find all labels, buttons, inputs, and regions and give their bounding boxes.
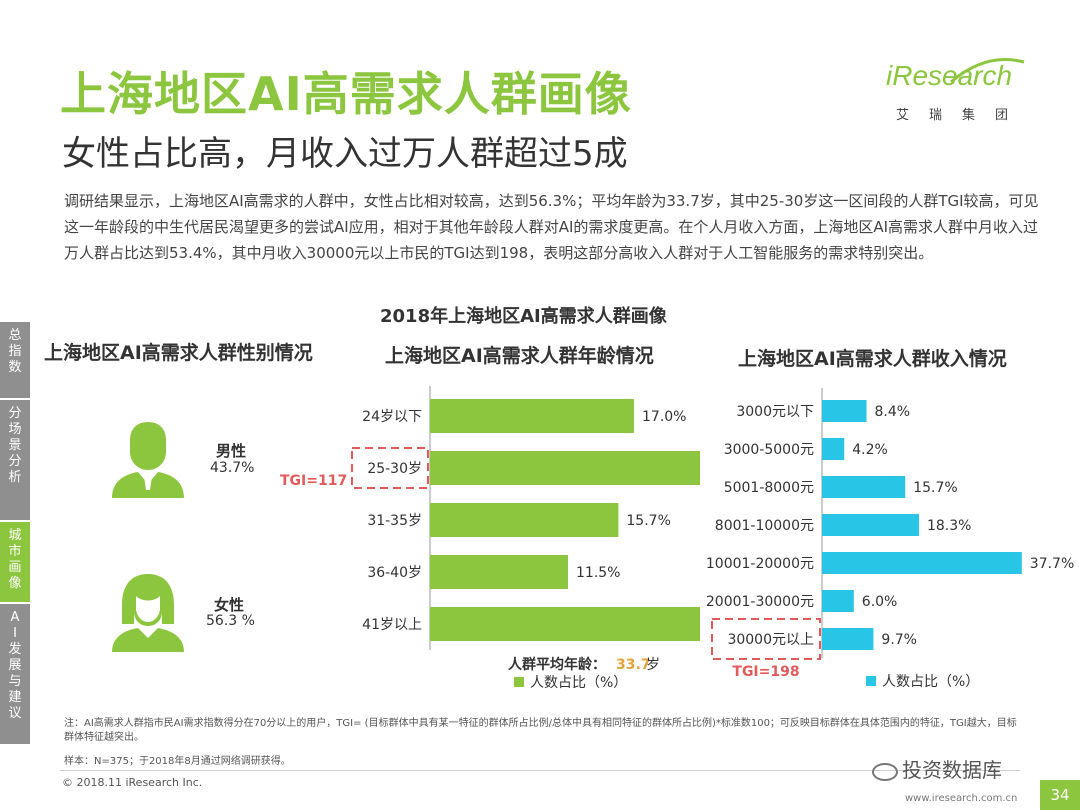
category-label: 3000元以下 [736,404,814,420]
value-label: 15.7% [626,513,670,529]
category-label: 41岁以上 [362,617,422,633]
nav-item-char: 与 [8,674,22,689]
avg-age-unit: 岁 [646,657,660,673]
nav-item-char: 析 [8,470,22,485]
male-value: 43.7% [210,460,255,476]
income-panel-title: 上海地区AI高需求人群收入情况 [738,348,1007,370]
logo-swoosh-icon [950,58,1025,84]
male-label: 男性 [216,442,247,460]
nav-item-char: 议 [8,706,22,721]
nav-item-scenario[interactable]: 分场景分析 [0,400,30,520]
value-label: 6.0% [862,594,898,610]
nav-item-char: 分 [8,454,22,469]
nav-item-char: 展 [8,658,22,673]
value-label: 9.7% [881,632,917,648]
nav-item-char: 景 [8,438,22,453]
nav-item-char: 建 [8,690,22,705]
category-label: 8001-10000元 [715,518,814,534]
legend-swatch [514,677,524,687]
value-label: 4.2% [852,442,888,458]
category-label: 25-30岁 [367,461,422,477]
bar [822,400,867,422]
bar [822,514,919,536]
legend-swatch [866,676,876,686]
category-label: 5001-8000元 [724,480,814,496]
age-panel-title: 上海地区AI高需求人群年龄情况 [385,345,654,367]
value-label: 17.0% [642,409,686,425]
nav-item-city-profile[interactable]: 城市画像 [0,522,30,602]
nav-item-char: 场 [8,422,22,437]
nav-item-total-index[interactable]: 总指数 [0,322,30,398]
footer-divider [60,770,1020,771]
copyright: © 2018.11 iResearch Inc. [62,776,203,789]
male-icon [112,422,184,498]
chart-title: 2018年上海地区AI高需求人群画像 [380,306,667,327]
page-subtitle: 女性占比高，月收入过万人群超过5成 [62,134,628,174]
value-label: 15.7% [913,480,957,496]
avg-age-label: 人群平均年龄： [508,656,606,673]
page-number: 34 [1040,780,1080,810]
category-label: 31-35岁 [367,513,422,529]
nav-item-char: 城 [8,528,22,543]
bar [822,628,874,650]
highlight-box [351,447,429,489]
logo-cn-text: 艾瑞集团 [896,108,1029,123]
wechat-icon [872,762,898,781]
nav-item-char: 发 [8,642,22,657]
sample-note: 样本：N=375；于2018年8月通过网络调研获得。 [64,756,291,767]
nav-item-char: 分 [8,406,22,421]
category-label: 10001-20000元 [706,556,814,572]
category-label: 3000-5000元 [724,442,814,458]
bar [822,552,1022,574]
bar [822,476,906,498]
value-label: 18.3% [927,518,971,534]
gender-panel-title: 上海地区AI高需求人群性别情况 [44,342,313,364]
bar [822,590,854,612]
category-label: 20001-30000元 [706,594,814,610]
iresearch-logo: iResearch 艾瑞集团 [886,58,1029,124]
nav-item-char: I [13,626,17,641]
female-icon [112,574,184,652]
female-label: 女性 [214,596,245,614]
category-label: 36-40岁 [367,565,422,581]
income-bar-chart: 3000元以下 8.4% 3000-5000元 4.2% 5001-8000元 15.7%… [706,388,1074,690]
nav-item-char: 市 [8,544,22,559]
value-label: 37.7% [1030,556,1074,572]
bar [430,451,700,485]
legend-label: 人数占比（%） [882,674,979,690]
watermark: 投资数据库 [872,754,1002,783]
age-bar-chart: 24岁以下17.0%25-30岁29.3%TGI=11731-35岁15.7%3… [280,386,700,691]
bar [822,438,845,460]
footnote: 注：AI高需求人群指市民AI需求指数得分在70分以上的用户，TGI= (目标群体… [64,718,1017,743]
tgi-note: TGI=117 [280,473,347,489]
nav-item-char: 像 [8,576,22,591]
watermark-text: 投资数据库 [902,758,1002,782]
nav-item-char: 指 [8,344,22,359]
nav-item-char: 总 [8,328,22,343]
bar [430,503,619,537]
page-title: 上海地区AI高需求人群画像 [60,67,632,121]
site-url: www.iresearch.com.cn [905,793,1018,804]
tgi-note: TGI=198 [732,664,799,680]
bar [430,607,700,641]
intro-paragraph: 调研结果显示，上海地区AI高需求的人群中，女性占比相对较高，达到56.3%；平均… [64,192,1039,262]
bar [430,555,568,589]
nav-item-char: 数 [8,360,22,375]
category-label: 30000元以上 [727,632,814,648]
nav-item-char: A [10,610,20,625]
female-value: 56.3 % [206,613,255,629]
avg-age-value: 33.7 [616,657,651,673]
nav-item-char: 画 [8,560,22,575]
bar [430,399,634,433]
value-label: 11.5% [576,565,620,581]
legend-label: 人数占比（%） [530,675,627,691]
logo-text: iResearch [886,60,1013,91]
category-label: 24岁以下 [362,409,422,425]
value-label: 8.4% [875,404,911,420]
highlight-box [711,618,821,660]
